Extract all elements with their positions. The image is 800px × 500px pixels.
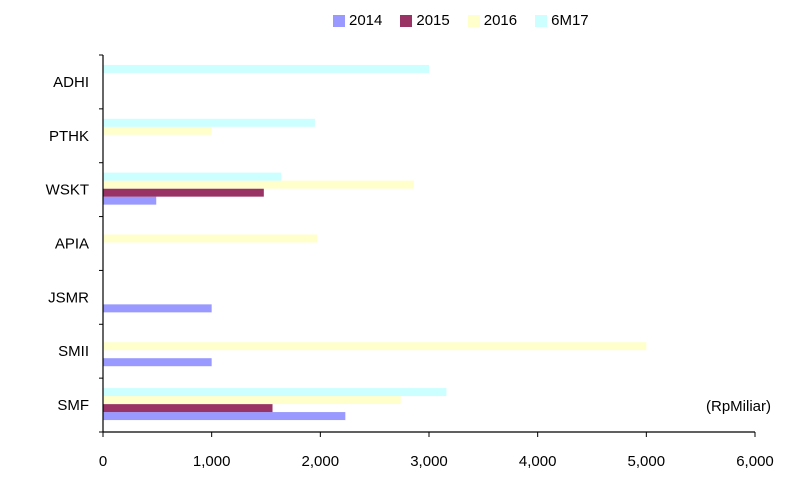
bar-smf-2015 [103,404,273,413]
legend-label-2016: 2016 [483,12,518,29]
bar-wskt-2014 [103,196,157,205]
legend-label-6m17: 6M17 [551,12,589,29]
legend-swatch-2015 [400,14,413,27]
x-tick-label: 5,000 [628,453,666,470]
bar-wskt-2016 [103,180,414,189]
category-label-jsmr: JSMR [48,289,89,306]
legend: 2014 2015 2016 6M17 [333,12,607,29]
legend-item-2016: 2016 [467,12,518,29]
category-label-wskt: WSKT [46,182,89,199]
bar-smii-2014 [103,358,212,367]
bar-wskt-6m17 [103,172,282,181]
category-label-smf: SMF [57,397,89,414]
x-tick-label: 6,000 [736,453,774,470]
category-label-apia: APIA [55,236,89,253]
unit-label: (RpMiliar) [706,398,771,415]
x-tick-label: 4,000 [519,453,557,470]
legend-label-2015: 2015 [416,12,450,29]
bar-jsmr-2014 [103,304,212,313]
bar-smii-2016 [103,342,647,351]
x-tick-label: 1,000 [193,453,231,470]
bar-smf-6m17 [103,388,447,397]
bar-adhi-6m17 [103,64,429,73]
bar-wskt-2015 [103,188,264,197]
legend-swatch-2014 [333,14,345,27]
legend-item-2015: 2015 [400,12,450,29]
bar-smf-2014 [103,412,346,421]
x-tick-label: 0 [99,453,107,470]
bar-smf-2016 [103,396,401,405]
legend-item-2014: 2014 [333,12,382,29]
x-tick-label: 3,000 [410,453,448,470]
legend-label-2014: 2014 [349,12,383,29]
category-label-pthk: PTHK [49,128,89,145]
category-label-smii: SMII [58,343,89,360]
x-tick-label: 2,000 [302,453,340,470]
legend-item-6m17: 6M17 [535,12,589,29]
bar-apia-2016 [103,234,318,243]
legend-swatch-6m17 [535,14,548,27]
bar-pthk-2016 [103,126,212,135]
bar-pthk-6m17 [103,118,315,127]
legend-swatch-2016 [467,14,480,27]
category-label-adhi: ADHI [53,74,89,91]
